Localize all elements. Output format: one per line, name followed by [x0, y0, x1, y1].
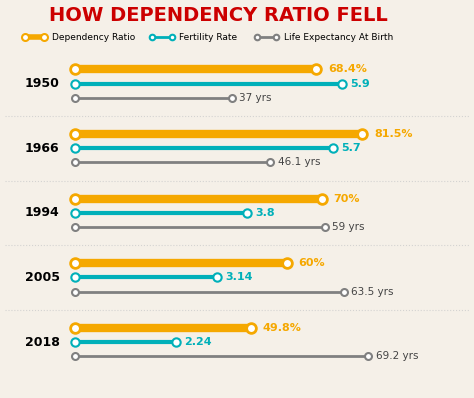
Text: 59 yrs: 59 yrs: [332, 222, 365, 232]
Text: 2018: 2018: [25, 336, 59, 349]
Text: Fertility Rate: Fertility Rate: [180, 33, 237, 41]
Text: 60%: 60%: [298, 258, 325, 268]
Text: 46.1 yrs: 46.1 yrs: [278, 158, 320, 168]
Text: HOW DEPENDENCY RATIO FELL: HOW DEPENDENCY RATIO FELL: [49, 6, 388, 25]
Text: 81.5%: 81.5%: [374, 129, 412, 139]
Text: Dependency Ratio: Dependency Ratio: [52, 33, 135, 41]
Text: Life Expectancy At Birth: Life Expectancy At Birth: [284, 33, 393, 41]
Text: 2005: 2005: [25, 271, 60, 284]
Text: 5.9: 5.9: [350, 78, 370, 89]
Text: 63.5 yrs: 63.5 yrs: [351, 287, 394, 297]
Text: 1994: 1994: [25, 206, 59, 219]
Text: 69.2 yrs: 69.2 yrs: [375, 351, 418, 361]
Text: 37 yrs: 37 yrs: [239, 93, 272, 103]
Text: 3.14: 3.14: [225, 273, 253, 283]
Text: 1966: 1966: [25, 142, 59, 155]
Text: 1950: 1950: [25, 77, 59, 90]
Text: 49.8%: 49.8%: [262, 323, 301, 333]
Text: 2.24: 2.24: [184, 337, 212, 347]
Text: 5.7: 5.7: [341, 143, 361, 153]
Text: 68.4%: 68.4%: [328, 64, 367, 74]
Text: 70%: 70%: [333, 193, 360, 204]
Text: 3.8: 3.8: [255, 208, 274, 218]
